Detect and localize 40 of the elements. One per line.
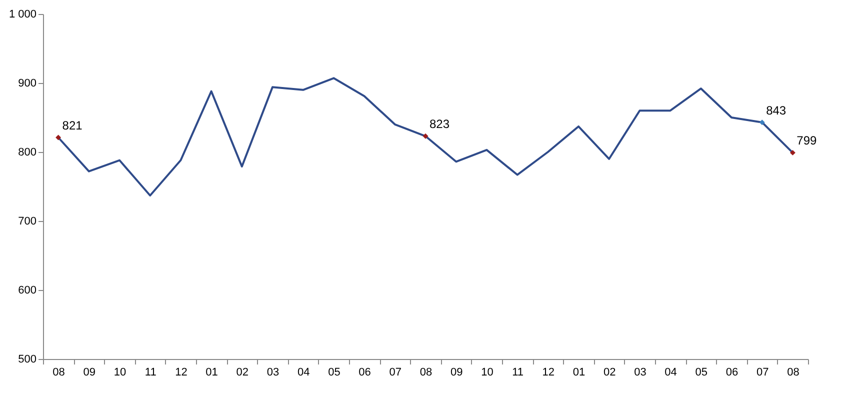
x-tick-label: 05: [695, 366, 708, 378]
x-tick-label: 04: [664, 366, 677, 378]
x-tick-label: 09: [83, 366, 96, 378]
x-tick-label: 01: [572, 366, 586, 378]
y-tick-label: 700: [18, 216, 36, 228]
x-tick-label: 03: [634, 366, 646, 378]
x-tick-label: 05: [328, 366, 340, 378]
x-tick-label: 12: [542, 366, 555, 378]
x-tick-label: 08: [420, 366, 432, 378]
point: [56, 134, 62, 140]
data-label: 821: [62, 118, 83, 133]
x-tick-label: 11: [512, 366, 524, 378]
x-tick-label: 10: [114, 366, 126, 378]
data-label: 843: [766, 103, 786, 118]
line-series: [57, 77, 794, 196]
x-tick-label: 09: [450, 366, 463, 378]
y-tick-label: 1 000: [8, 8, 36, 20]
y-tick-label: 800: [18, 146, 36, 158]
x-tick-label: 06: [358, 366, 371, 378]
point: [790, 150, 796, 156]
x-tick-label: 11: [144, 366, 156, 378]
data-label: 799: [796, 134, 818, 148]
x-tick-label: 08: [787, 366, 800, 378]
x-tick-label: 07: [756, 366, 769, 378]
point: [422, 133, 428, 139]
y-tick-label: 900: [18, 78, 36, 90]
x-tick-label: 04: [297, 366, 310, 378]
y-tick-label: 500: [18, 354, 36, 366]
x-tick-label: 03: [266, 366, 280, 378]
x-tick-label: 02: [236, 366, 249, 378]
data-label: 823: [429, 117, 450, 132]
x-tick-label: 06: [726, 366, 738, 378]
x-tick-label: 08: [52, 366, 65, 378]
x-tick-label: 12: [175, 366, 188, 378]
x-tick-label: 02: [603, 366, 616, 378]
x-tick-label: 10: [481, 366, 494, 378]
point: [759, 120, 765, 126]
y-tick-label: 600: [18, 284, 36, 296]
x-tick-label: 07: [389, 366, 402, 378]
x-tick-label: 01: [206, 366, 218, 378]
